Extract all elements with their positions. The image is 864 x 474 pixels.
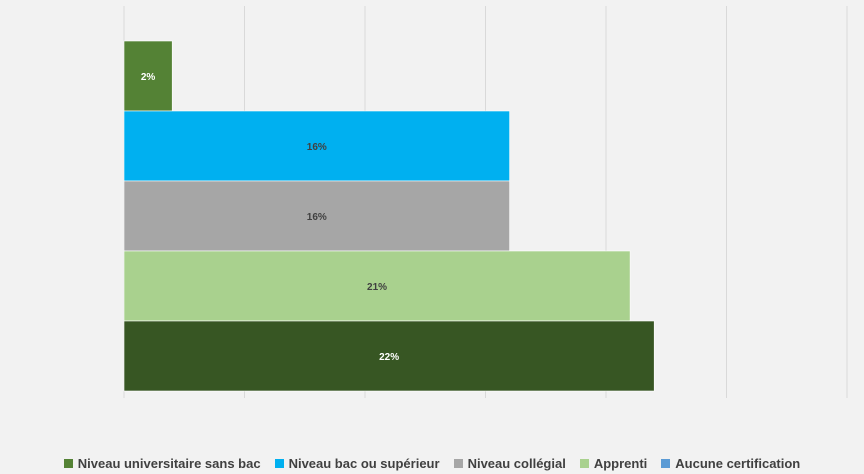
bars bbox=[123, 40, 655, 392]
data-label: 21% bbox=[367, 282, 387, 293]
bar bbox=[123, 320, 655, 392]
legend-label: Aucune certification bbox=[675, 455, 801, 471]
legend-swatch bbox=[274, 458, 284, 468]
data-labels: 2% 16% 16% 21% 22% bbox=[141, 72, 399, 363]
legend-item: Niveau universitaire sans bac bbox=[63, 455, 261, 471]
legend-label: Niveau bac ou supérieur bbox=[288, 455, 440, 471]
legend-item: Aucune certification bbox=[661, 456, 800, 471]
legend-swatch bbox=[661, 458, 671, 468]
legend-swatch bbox=[579, 458, 589, 468]
data-label: 22% bbox=[379, 352, 399, 363]
legend-item: Apprenti bbox=[579, 455, 648, 471]
bar-chart-plot: 2% 16% 16% 21% 22% bbox=[123, 6, 848, 398]
legend-label: Niveau universitaire sans bac bbox=[77, 455, 261, 471]
data-label: 2% bbox=[141, 72, 156, 83]
chart-legend: Niveau universitaire sans bac Niveau bac … bbox=[0, 452, 864, 474]
legend-label: Niveau collégial bbox=[467, 455, 566, 471]
bar bbox=[123, 250, 631, 322]
data-label: 16% bbox=[307, 212, 327, 223]
legend-item: Niveau bac ou supérieur bbox=[274, 455, 440, 471]
bar bbox=[123, 180, 510, 252]
bar bbox=[123, 110, 510, 182]
data-label: 16% bbox=[307, 142, 327, 153]
legend-item: Niveau collégial bbox=[453, 455, 566, 471]
legend-label: Apprenti bbox=[593, 455, 648, 471]
legend-swatch bbox=[63, 458, 73, 468]
legend-swatch bbox=[453, 458, 463, 468]
